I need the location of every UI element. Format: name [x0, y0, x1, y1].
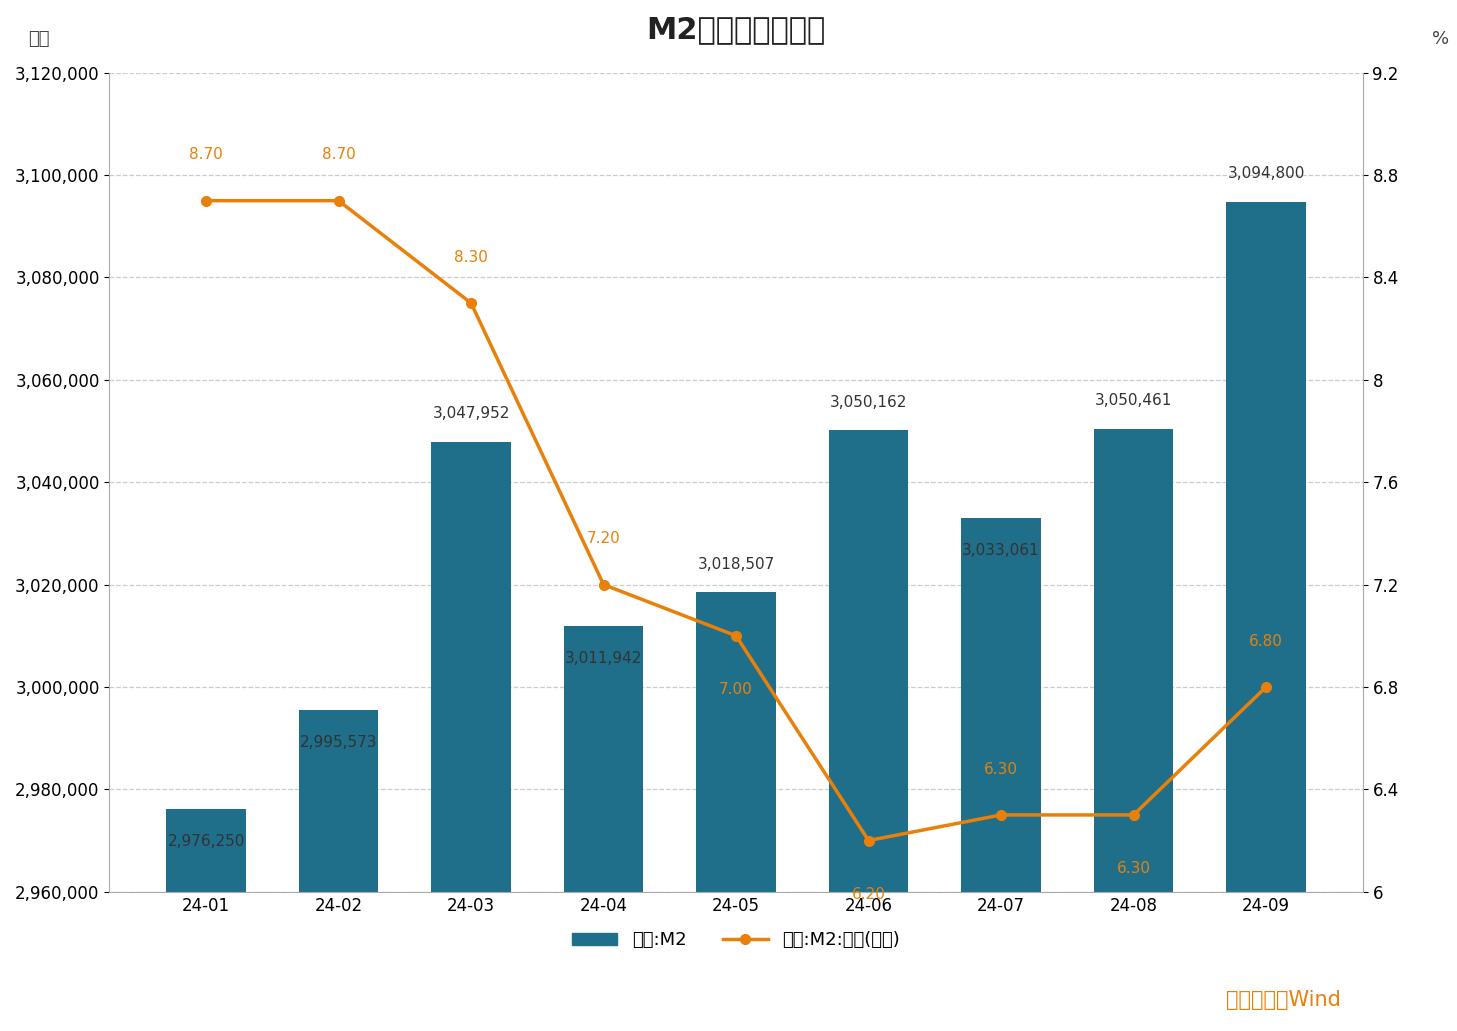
Text: 亿元: 亿元 [28, 30, 50, 48]
Text: 2,976,250: 2,976,250 [168, 834, 245, 850]
Bar [962, 518, 1040, 1031]
Text: 7.20: 7.20 [587, 531, 621, 546]
Text: 3,050,162: 3,050,162 [830, 395, 908, 409]
中国:M2:同比(右轴) [727, 630, 745, 642]
中国:M2:同比(右轴) [1125, 808, 1142, 821]
Bar [1227, 202, 1305, 1031]
Text: 8.70: 8.70 [322, 147, 356, 162]
Text: 3,033,061: 3,033,061 [962, 543, 1040, 559]
中国:M2:同比(右轴) [860, 834, 877, 846]
Text: 6.20: 6.20 [852, 887, 886, 901]
Text: 3,018,507: 3,018,507 [698, 557, 775, 572]
中国:M2:同比(右轴) [329, 195, 347, 207]
Line: 中国:M2:同比(右轴): 中国:M2:同比(右轴) [201, 196, 1271, 845]
Text: 3,050,461: 3,050,461 [1094, 393, 1173, 408]
Text: 3,011,942: 3,011,942 [565, 652, 643, 666]
Text: 2,995,573: 2,995,573 [300, 735, 377, 751]
Bar [564, 626, 644, 1031]
Text: 6.30: 6.30 [983, 762, 1018, 776]
Bar [696, 592, 775, 1031]
Text: 7.00: 7.00 [720, 681, 753, 697]
Text: 数据来源：Wind: 数据来源：Wind [1225, 991, 1340, 1010]
Legend: 中国:M2, 中国:M2:同比(右轴): 中国:M2, 中国:M2:同比(右轴) [565, 924, 908, 957]
中国:M2:同比(右轴) [992, 808, 1010, 821]
Bar [829, 430, 908, 1031]
Bar [431, 441, 511, 1031]
Bar [1094, 429, 1173, 1031]
Text: 8.30: 8.30 [455, 250, 488, 265]
Bar [299, 709, 379, 1031]
中国:M2:同比(右轴) [594, 578, 612, 591]
Text: 8.70: 8.70 [189, 147, 223, 162]
中国:M2:同比(右轴) [197, 195, 214, 207]
Text: 6.30: 6.30 [1116, 861, 1151, 876]
Bar [166, 808, 246, 1031]
Text: 6.80: 6.80 [1249, 634, 1284, 648]
中国:M2:同比(右轴) [1257, 680, 1275, 693]
中国:M2:同比(右轴) [462, 297, 479, 309]
Text: %: % [1432, 30, 1448, 48]
Title: M2数据及变化情况: M2数据及变化情况 [647, 15, 826, 44]
Text: 3,094,800: 3,094,800 [1227, 166, 1304, 181]
Text: 3,047,952: 3,047,952 [433, 406, 510, 421]
